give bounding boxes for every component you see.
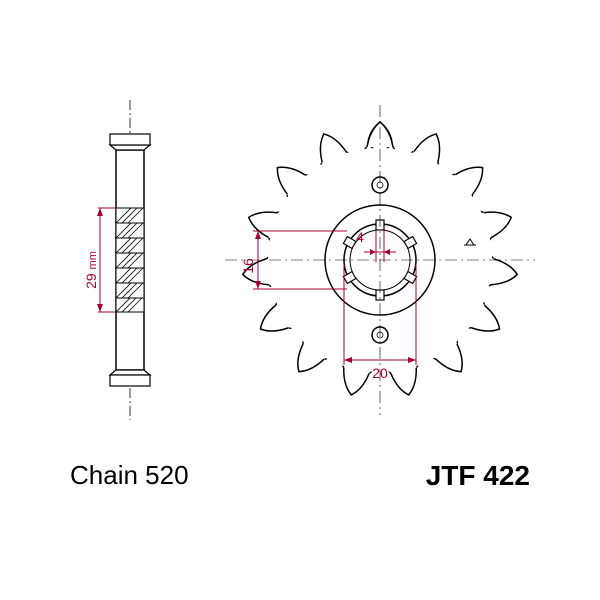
- dim-4-value: 4: [356, 229, 364, 245]
- part-number-label: JTF 422: [426, 460, 530, 492]
- side-view: [110, 100, 150, 420]
- dim-20-value: 20: [372, 365, 388, 381]
- dim-16-value: 16: [240, 258, 256, 274]
- dim-29-unit: mm: [87, 251, 99, 269]
- dimension-29: 29 mm: [83, 208, 115, 312]
- svg-text:29 mm: 29 mm: [83, 251, 99, 289]
- chain-label: Chain 520: [70, 460, 189, 491]
- dim-29-value: 29: [83, 273, 99, 289]
